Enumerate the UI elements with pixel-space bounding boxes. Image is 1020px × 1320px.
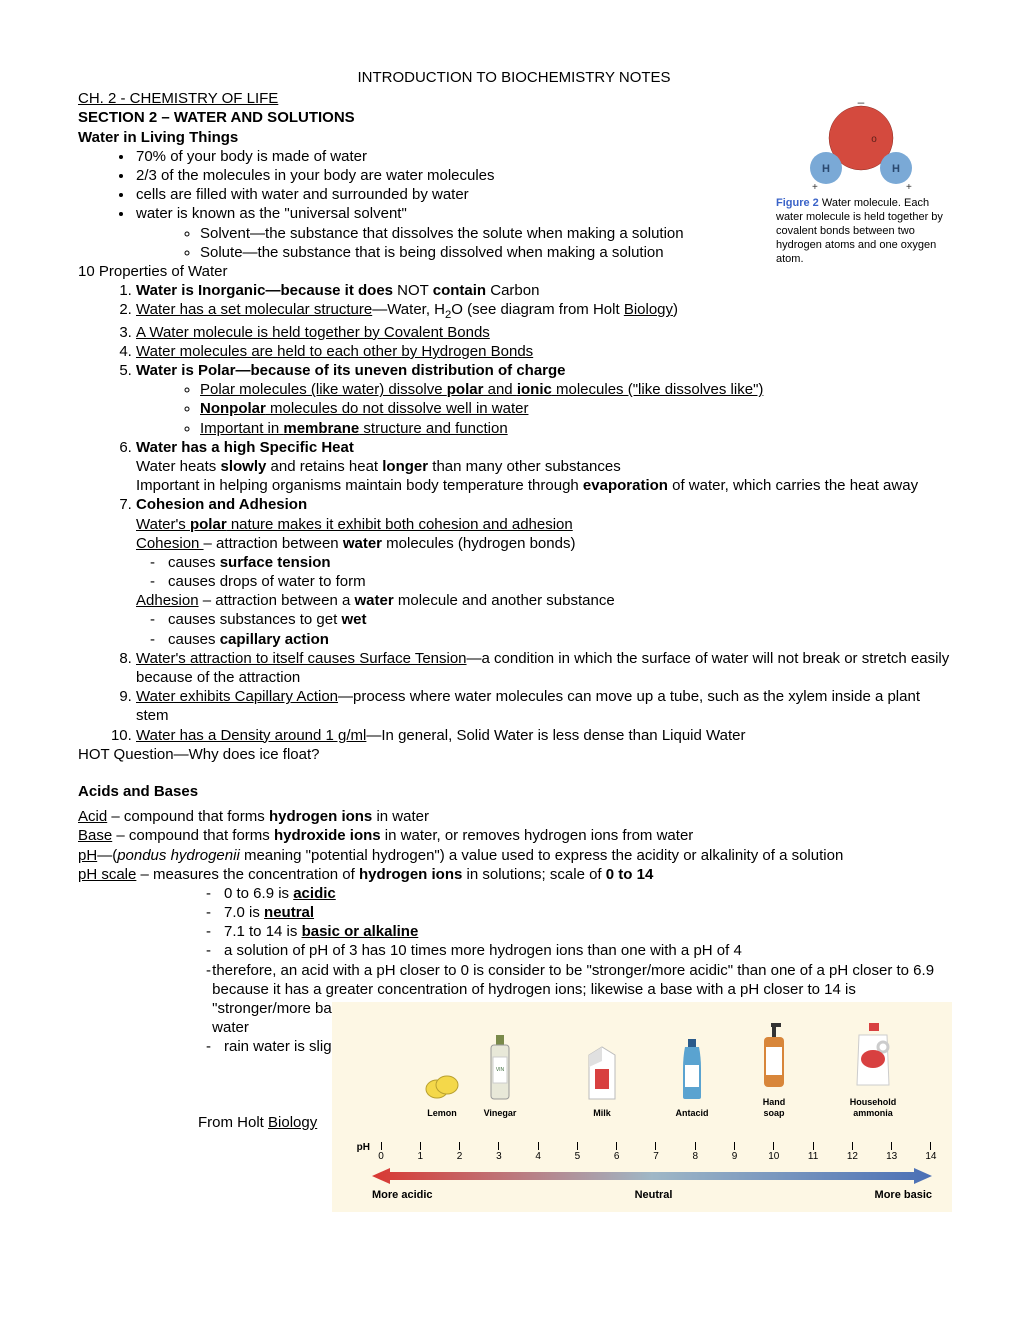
- list-item: Water's attraction to itself causes Surf…: [136, 649, 950, 687]
- ph-scale-def: pH scale – measures the concentration of…: [78, 865, 950, 884]
- ph-tick: 10: [767, 1142, 781, 1164]
- svg-text:o: o: [871, 134, 877, 145]
- list-item: Water is Inorganic—because it does NOT c…: [136, 281, 950, 300]
- base-def: Base – compound that forms hydroxide ion…: [78, 826, 950, 845]
- svg-text:H: H: [892, 163, 900, 175]
- svg-text:VIN: VIN: [496, 1067, 505, 1073]
- ph-tick: 9: [728, 1142, 742, 1164]
- list-item: Water is Polar—because of its uneven dis…: [136, 361, 950, 438]
- svg-text:–: –: [858, 98, 865, 109]
- ph-tick: 12: [845, 1142, 859, 1164]
- ph-tick: 6: [610, 1142, 624, 1164]
- ph-tick: 7: [649, 1142, 663, 1164]
- label-neutral: Neutral: [635, 1188, 673, 1202]
- figure-caption: Figure 2 Water molecule. Each water mole…: [776, 196, 946, 266]
- ph-tick: 0: [374, 1142, 388, 1164]
- ph-product: Lemon: [422, 1057, 462, 1120]
- chapter-heading: CH. 2 - CHEMISTRY OF LIFE: [78, 90, 278, 107]
- list-item: Water exhibits Capillary Action—process …: [136, 687, 950, 725]
- list-item: Water has a set molecular structure—Wate…: [136, 300, 950, 322]
- svg-text:+: +: [906, 182, 912, 192]
- ph-tick: 13: [885, 1142, 899, 1164]
- svg-text:+: +: [812, 182, 818, 192]
- label-basic: More basic: [875, 1188, 932, 1202]
- ph-product: Milk: [582, 1043, 622, 1120]
- ph-gradient-arrow: [372, 1168, 932, 1184]
- ph-tick: 11: [806, 1142, 820, 1164]
- ph-tick: 8: [688, 1142, 702, 1164]
- hot-question: HOT Question—Why does ice float?: [78, 745, 950, 764]
- list-item: Water has a Density around 1 g/ml—In gen…: [136, 726, 950, 745]
- list-item: Water molecules are held to each other b…: [136, 342, 950, 361]
- ph-product: Household ammonia: [842, 1023, 904, 1120]
- ph-tick: 1: [413, 1142, 427, 1164]
- list-item: Water has a high Specific Heat Water hea…: [136, 438, 950, 496]
- ph-labels: More acidic Neutral More basic: [372, 1188, 932, 1202]
- list-item: Important in membrane structure and func…: [200, 419, 950, 438]
- ph-tick: 3: [492, 1142, 506, 1164]
- page-title: INTRODUCTION TO BIOCHEMISTRY NOTES: [78, 68, 950, 87]
- figure-water-molecule: H H o – + + Figure 2 Water molecule. Eac…: [776, 98, 946, 266]
- ph-product: Antacid: [672, 1039, 712, 1120]
- ph-ticks: pH 01234567891011121314: [346, 1142, 938, 1164]
- figure-caption-title: Figure 2: [776, 197, 819, 209]
- ph-product: Hand soap: [752, 1023, 796, 1120]
- list-item: Nonpolar molecules do not dissolve well …: [200, 399, 950, 418]
- label-acidic: More acidic: [372, 1188, 433, 1202]
- ph-tick: 2: [453, 1142, 467, 1164]
- svg-text:H: H: [822, 163, 830, 175]
- water-molecule-diagram: H H o – + +: [802, 98, 920, 192]
- ph-tick: 4: [531, 1142, 545, 1164]
- ph-def: pH—(pondus hydrogenii meaning "potential…: [78, 846, 950, 865]
- properties-list: Water is Inorganic—because it does NOT c…: [136, 281, 950, 745]
- list-item: Polar molecules (like water) dissolve po…: [200, 380, 950, 399]
- list-item: A Water molecule is held together by Cov…: [136, 323, 950, 342]
- list-item: Cohesion and Adhesion Water's polar natu…: [136, 495, 950, 649]
- ph-product: VINVinegar: [482, 1035, 518, 1120]
- ph-scale-chart: Lemon VINVinegar Milk Antacid Hand soap House…: [332, 1002, 952, 1212]
- acid-def: Acid – compound that forms hydrogen ions…: [78, 807, 950, 826]
- acids-bases-heading: Acids and Bases: [78, 782, 950, 801]
- ph-tick: 5: [570, 1142, 584, 1164]
- ph-tick: 14: [924, 1142, 938, 1164]
